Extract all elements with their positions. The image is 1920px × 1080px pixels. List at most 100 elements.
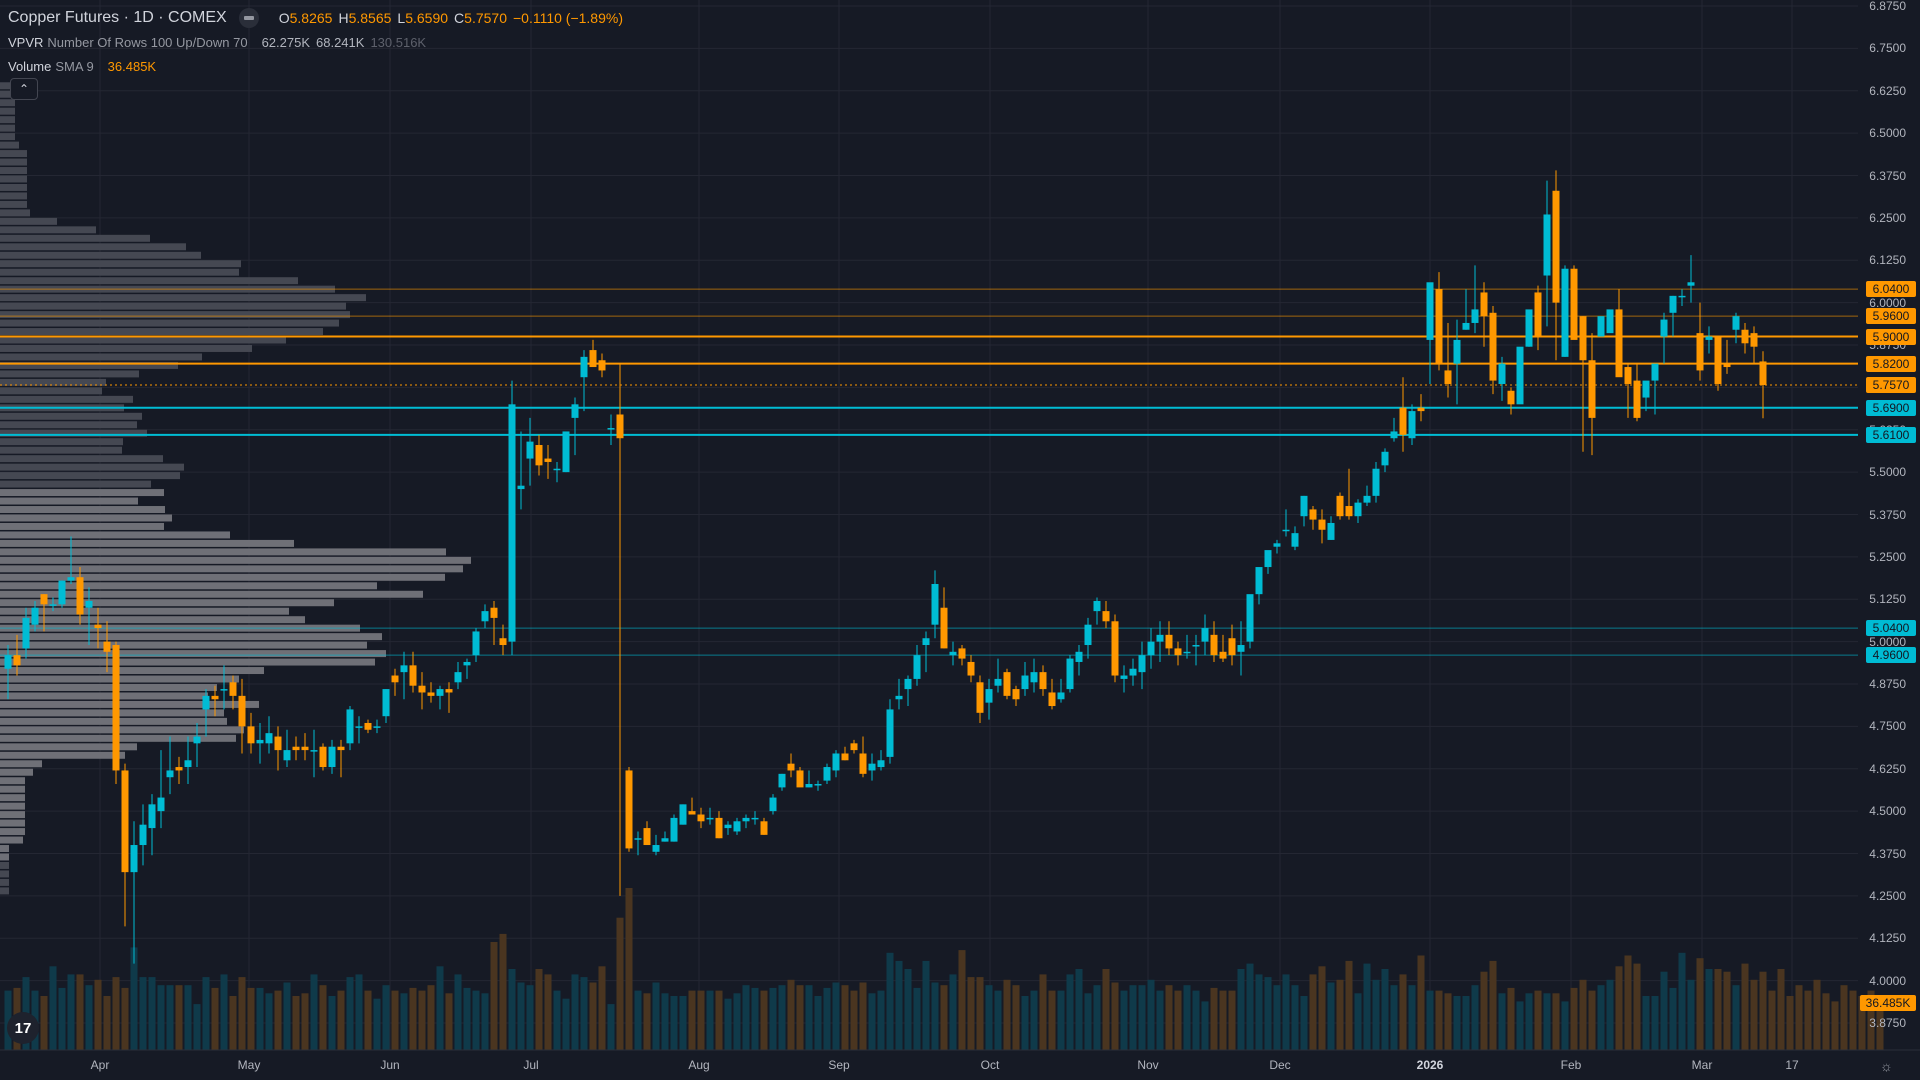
candle-body <box>103 641 111 652</box>
vpvr-row <box>0 209 30 217</box>
candle-body <box>436 689 444 696</box>
vpvr-row <box>0 243 186 251</box>
price-level-tag[interactable]: 5.0400 <box>1866 620 1916 637</box>
volume-name[interactable]: Volume <box>8 58 52 74</box>
price-level-tag[interactable]: 5.6100 <box>1866 426 1916 443</box>
vpvr-row <box>0 472 180 480</box>
candle-body <box>427 692 435 696</box>
volume-bar <box>1714 969 1722 1050</box>
vpvr-row <box>0 387 102 395</box>
candle-body <box>85 600 93 608</box>
vpvr-row <box>0 421 137 429</box>
volume-bar <box>1102 969 1110 1050</box>
vpvr-row <box>0 658 375 666</box>
candle-body <box>391 675 399 683</box>
price-level-tag[interactable]: 5.8200 <box>1866 355 1916 372</box>
volume-bar <box>535 969 543 1050</box>
price-level-tag[interactable]: 6.0400 <box>1866 281 1916 298</box>
volume-bar <box>1687 979 1695 1050</box>
volume-bar <box>679 996 687 1050</box>
vpvr-row <box>0 116 15 124</box>
volume-bar <box>985 985 993 1050</box>
price-level-tag[interactable]: 4.9600 <box>1866 647 1916 664</box>
price-level-tag[interactable]: 5.6900 <box>1866 399 1916 416</box>
volume-bar <box>688 990 696 1050</box>
candle-body <box>283 750 291 761</box>
volume-bar <box>1030 990 1038 1050</box>
price-level-tag[interactable]: 5.7570 <box>1866 377 1916 393</box>
candle-body <box>31 607 39 625</box>
legend-main-row: Copper Futures · 1D · COMEX O 5.8265 H 5.8… <box>8 6 623 30</box>
candle-body <box>1156 634 1164 642</box>
candle-body <box>949 651 957 656</box>
volume-bar <box>1498 993 1506 1050</box>
volume-bar <box>355 974 363 1050</box>
candle-body <box>625 770 633 849</box>
volume-bar <box>1039 974 1047 1050</box>
candle-body <box>832 753 840 771</box>
candle-body <box>1633 380 1641 418</box>
volume-bar <box>1579 979 1587 1050</box>
volume-bar <box>1183 985 1191 1050</box>
price-level-tag[interactable]: 5.9000 <box>1866 328 1916 345</box>
volume-legend-row[interactable]: Volume SMA 9 36.485K <box>8 54 623 78</box>
candle-body <box>1435 289 1443 364</box>
vpvr-row <box>0 361 178 369</box>
hide-series-icon[interactable] <box>238 8 259 28</box>
volume-bar <box>229 996 237 1050</box>
price-tick-label: 6.2500 <box>1869 210 1906 225</box>
vpvr-up-value: 62.275K <box>261 34 310 50</box>
candle-body <box>1570 268 1578 340</box>
tradingview-logo[interactable]: 17 <box>7 1012 39 1044</box>
candle-body <box>1219 651 1227 659</box>
volume-bar <box>1705 969 1713 1050</box>
volume-bar <box>175 985 183 1050</box>
vpvr-row <box>0 667 264 675</box>
volume-bar <box>130 947 138 1050</box>
low-value: 5.6590 <box>405 10 449 26</box>
volume-bar <box>823 987 831 1050</box>
volume-bar <box>148 977 156 1050</box>
price-tick-label: 6.3750 <box>1869 168 1906 183</box>
volume-bar <box>1795 985 1803 1050</box>
price-tick-label: 4.8750 <box>1869 677 1906 691</box>
vpvr-row <box>0 200 27 208</box>
volume-bar <box>1165 985 1173 1050</box>
candle-body <box>1489 312 1497 381</box>
volume-bar <box>139 977 147 1050</box>
candle-body <box>769 797 777 812</box>
volume-bar <box>1426 990 1434 1050</box>
settings-gear-icon[interactable]: ☼ <box>1880 1058 1893 1074</box>
volume-bar <box>1435 990 1443 1050</box>
candle-body <box>1075 651 1083 662</box>
candle-body <box>1624 367 1632 384</box>
vpvr-row <box>0 539 294 547</box>
collapse-legend-button[interactable]: ⌃ <box>10 78 38 100</box>
candle-body <box>580 356 588 378</box>
volume-bar <box>391 990 399 1050</box>
price-level-tag[interactable]: 5.9600 <box>1866 308 1916 325</box>
volume-bar <box>436 966 444 1050</box>
volume-bar <box>238 977 246 1050</box>
volume-bar <box>76 974 84 1050</box>
volume-bar <box>166 985 174 1050</box>
candle-body <box>499 638 507 646</box>
price-tick-label: 6.0000 <box>1869 295 1906 310</box>
symbol-title[interactable]: Copper Futures · 1D · COMEX <box>8 9 227 26</box>
price-tick-label: 6.8750 <box>1869 0 1906 13</box>
candle-body <box>463 661 471 666</box>
volume-bar <box>1606 979 1614 1050</box>
candle-body <box>292 746 300 751</box>
vpvr-row <box>0 777 25 785</box>
chevron-up-icon: ⌃ <box>18 82 30 96</box>
volume-bar <box>949 974 957 1050</box>
volume-bar <box>400 993 408 1050</box>
vpvr-name[interactable]: VPVR <box>8 34 44 50</box>
volume-bar <box>490 942 498 1050</box>
volume-bar <box>886 952 894 1050</box>
vpvr-row <box>0 650 386 658</box>
volume-bar <box>805 985 813 1050</box>
volume-bar <box>1858 996 1866 1050</box>
vpvr-legend-row[interactable]: VPVR Number Of Rows 100 Up/Down 70 62.27… <box>8 30 623 54</box>
